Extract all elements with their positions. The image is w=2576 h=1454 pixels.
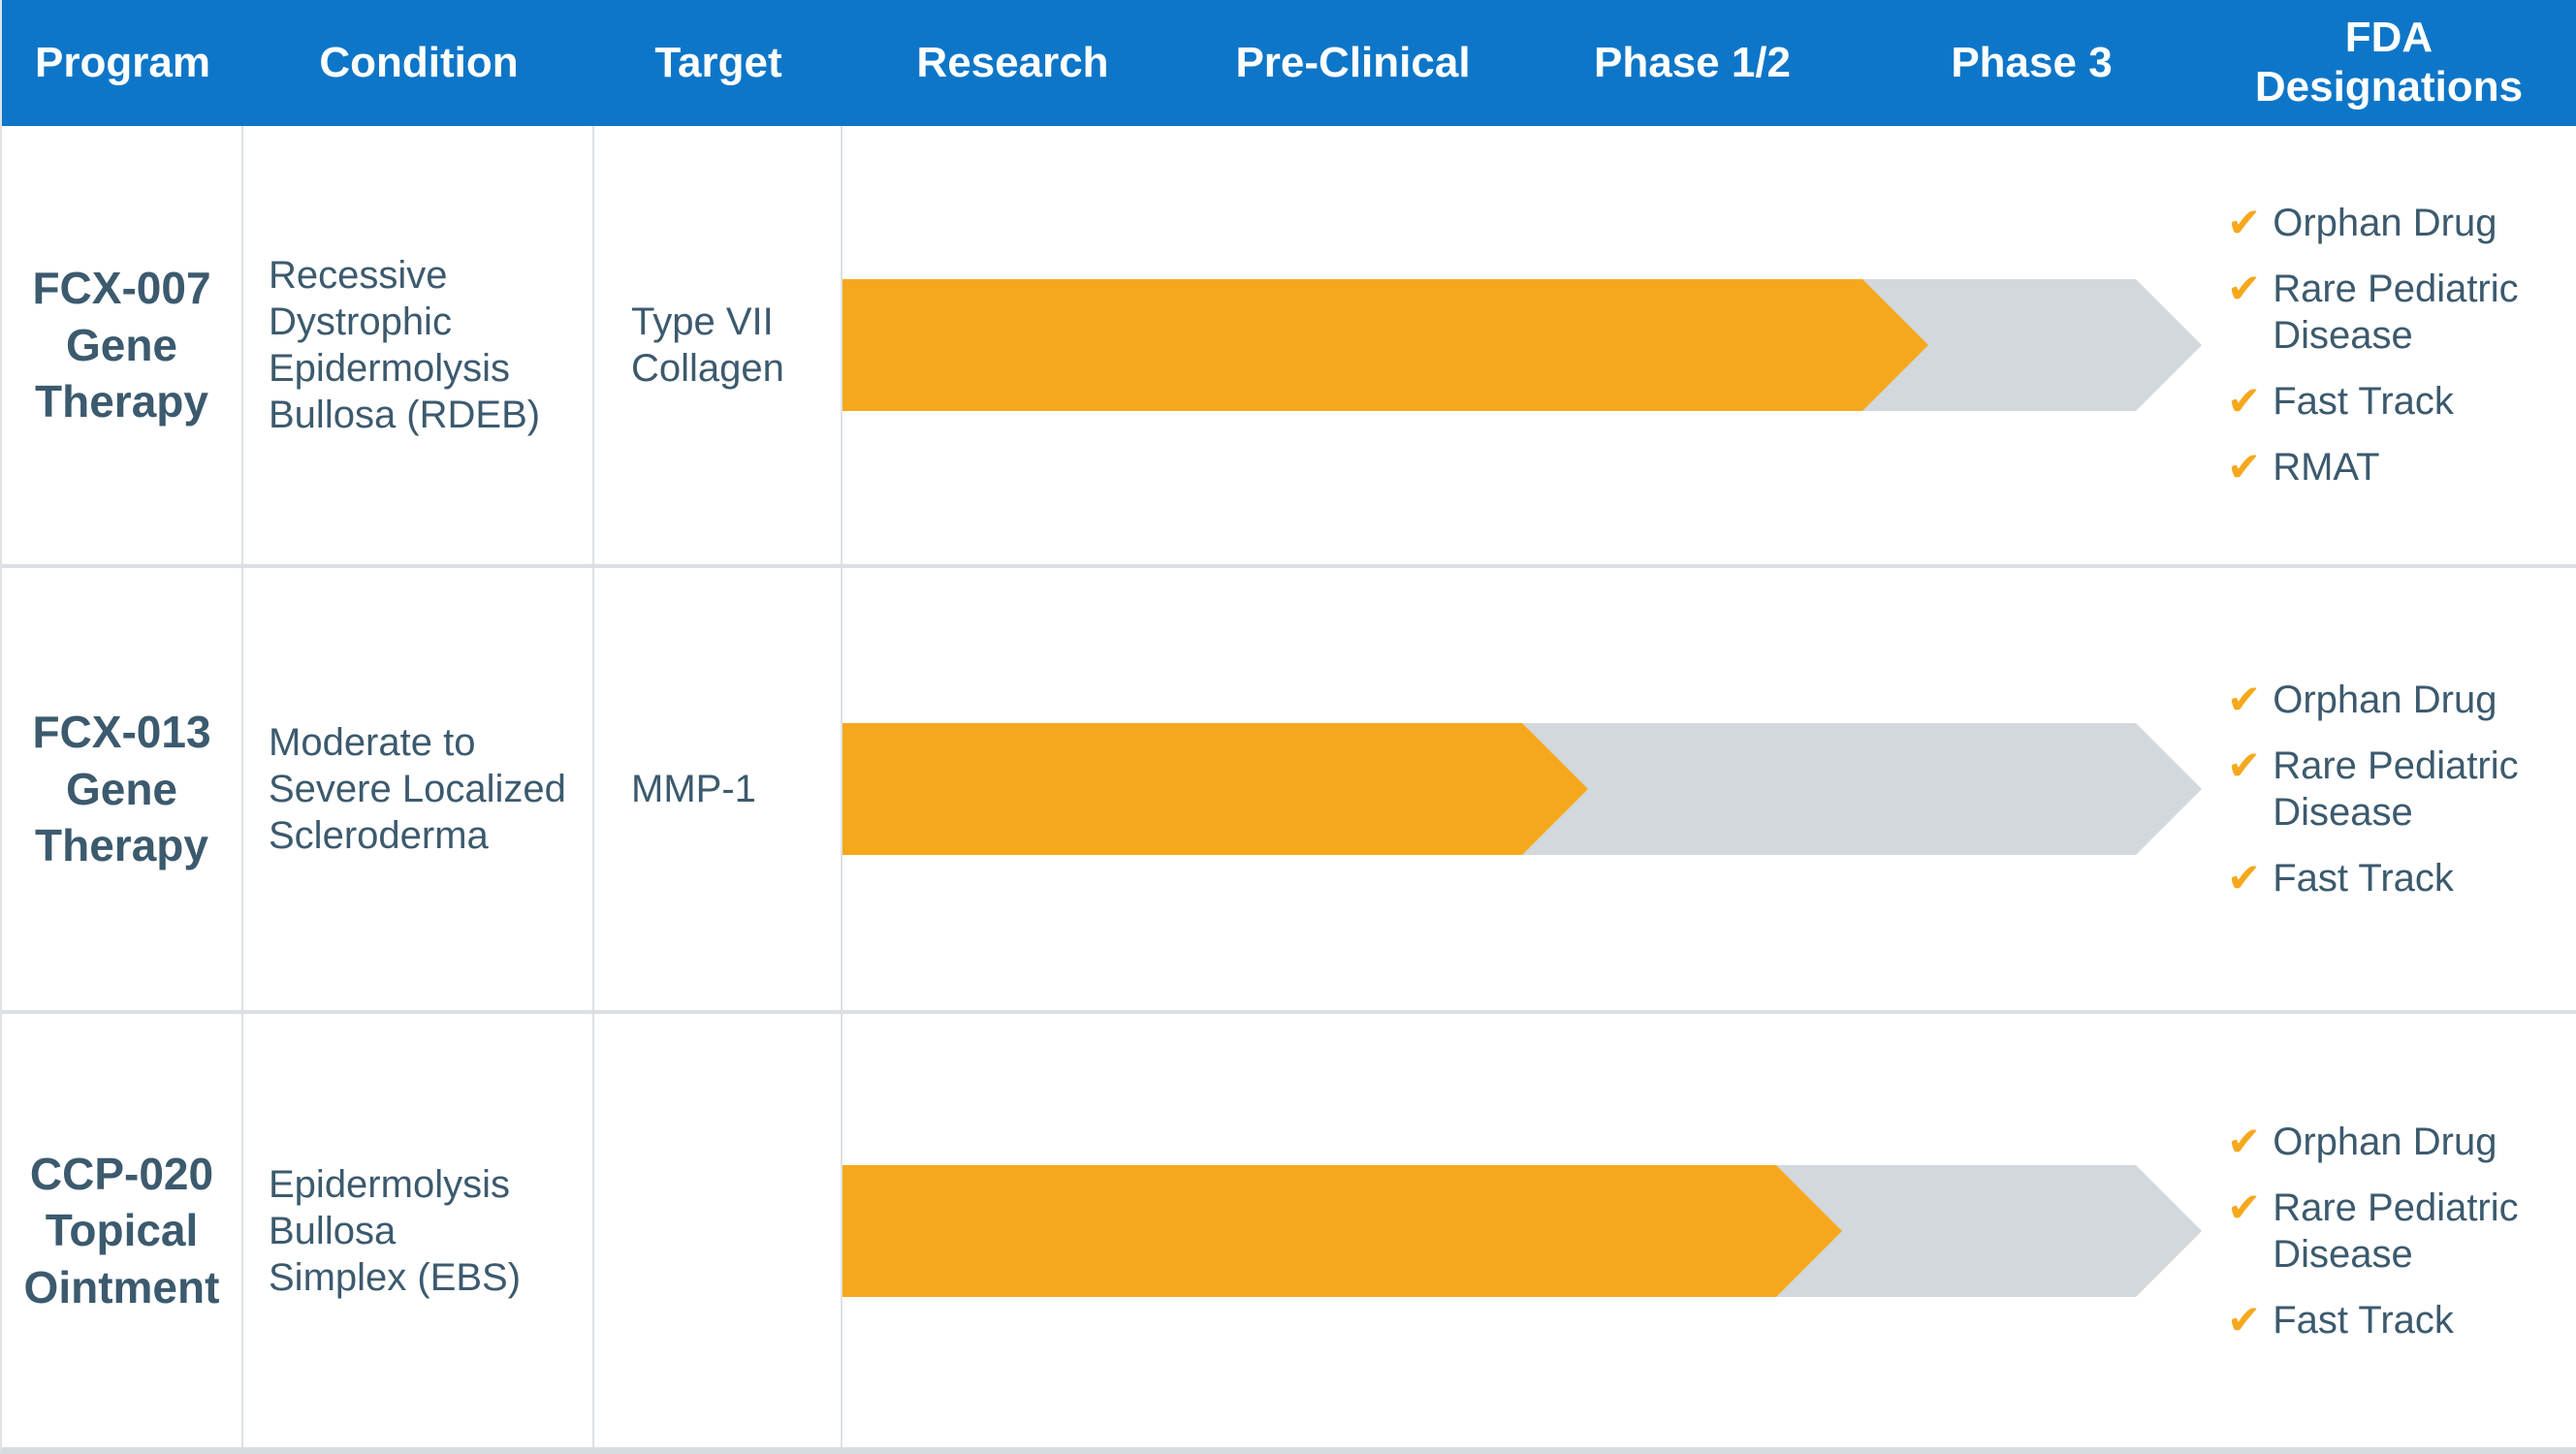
designation-item: ✔ Rare Pediatric Disease <box>2227 743 2566 836</box>
arrow-complete-segment <box>843 279 1928 411</box>
header-cell-program: Program <box>35 38 210 86</box>
condition-cell: Recessive Dystrophic Epidermolysis Bullo… <box>243 126 594 564</box>
stage-track <box>843 568 2202 1010</box>
header-cell-condition: Condition <box>319 38 519 86</box>
stage-track <box>843 126 2202 564</box>
target-cell <box>594 1014 843 1447</box>
designation-item: ✔ Rare Pediatric Disease <box>2227 266 2566 359</box>
target-cell: MMP-1 <box>594 568 843 1010</box>
header-cell-preclinical: Pre-Clinical <box>1235 38 1471 86</box>
table-row: CCP-020 Topical Ointment Epidermolysis B… <box>2 1014 2576 1447</box>
check-icon: ✔ <box>2227 1184 2262 1230</box>
header-cell-phase3: Phase 3 <box>1951 38 2113 86</box>
header-cell-fda-designations: FDA Designations <box>2254 14 2524 111</box>
pipeline-arrow <box>843 723 2202 855</box>
designation-item: ✔ RMAT <box>2227 444 2566 490</box>
arrow-remaining-segment <box>1522 723 2202 855</box>
arrow-complete-segment <box>843 723 1588 855</box>
designation-label: Fast Track <box>2273 1298 2454 1342</box>
check-icon: ✔ <box>2227 743 2262 788</box>
fda-designations-list: ✔ Orphan Drug ✔ Rare Pediatric Disease ✔ Fast… <box>2227 1119 2566 1343</box>
pipeline-arrow <box>843 279 2202 411</box>
designation-item: ✔ Fast Track <box>2227 1297 2566 1343</box>
arrow-remaining-segment <box>1862 279 2202 411</box>
designation-label: Rare Pediatric Disease <box>2273 268 2519 357</box>
designation-label: Fast Track <box>2273 857 2454 900</box>
header-cell-target: Target <box>654 38 782 86</box>
fda-designations-cell: ✔ Orphan Drug ✔ Rare Pediatric Disease ✔ Fast… <box>2202 126 2576 564</box>
fda-designations-cell: ✔ Orphan Drug ✔ Rare Pediatric Disease ✔ Fast… <box>2202 568 2576 1010</box>
program-cell: FCX-013 Gene Therapy <box>2 568 243 1010</box>
designation-label: Orphan Drug <box>2273 202 2497 244</box>
designation-label: Orphan Drug <box>2273 679 2497 721</box>
check-icon: ✔ <box>2227 266 2262 311</box>
arrow-remaining-segment <box>1776 1164 2202 1297</box>
table-body: FCX-007 Gene Therapy Recessive Dystrophi… <box>2 126 2576 1447</box>
check-icon: ✔ <box>2227 855 2262 901</box>
designation-item: ✔ Rare Pediatric Disease <box>2227 1185 2566 1278</box>
pipeline-arrow <box>843 1164 2202 1297</box>
program-cell: CCP-020 Topical Ointment <box>2 1014 243 1447</box>
designation-item: ✔ Fast Track <box>2227 378 2566 425</box>
check-icon: ✔ <box>2227 1118 2262 1164</box>
designation-item: ✔ Orphan Drug <box>2227 677 2566 723</box>
arrow-complete-segment <box>843 1164 1842 1297</box>
fda-designations-cell: ✔ Orphan Drug ✔ Rare Pediatric Disease ✔ Fast… <box>2202 1014 2576 1447</box>
designation-label: Rare Pediatric Disease <box>2273 744 2519 834</box>
check-icon: ✔ <box>2227 1296 2262 1343</box>
fda-designations-list: ✔ Orphan Drug ✔ Rare Pediatric Disease ✔ Fast… <box>2227 200 2566 490</box>
designation-item: ✔ Orphan Drug <box>2227 200 2566 246</box>
header-cell-phase12: Phase 1/2 <box>1593 38 1792 86</box>
designation-item: ✔ Orphan Drug <box>2227 1119 2566 1165</box>
header-cell-research: Research <box>916 38 1109 86</box>
table-row: FCX-007 Gene Therapy Recessive Dystrophi… <box>2 126 2576 568</box>
table-row: FCX-013 Gene Therapy Moderate to Severe … <box>2 568 2576 1014</box>
check-icon: ✔ <box>2227 378 2262 424</box>
condition-cell: Epidermolysis Bullosa Simplex (EBS) <box>243 1014 594 1447</box>
designation-label: Rare Pediatric Disease <box>2273 1185 2519 1276</box>
program-cell: FCX-007 Gene Therapy <box>2 126 243 564</box>
designation-label: RMAT <box>2273 446 2380 489</box>
stage-track <box>843 1014 2202 1447</box>
condition-cell: Moderate to Severe Localized Scleroderma <box>243 568 594 1010</box>
designation-label: Fast Track <box>2273 380 2454 423</box>
target-cell: Type VII Collagen <box>594 126 843 564</box>
designation-label: Orphan Drug <box>2273 1120 2497 1163</box>
designation-item: ✔ Fast Track <box>2227 855 2566 901</box>
check-icon: ✔ <box>2227 677 2262 722</box>
fda-designations-list: ✔ Orphan Drug ✔ Rare Pediatric Disease ✔ Fast… <box>2227 677 2566 901</box>
check-icon: ✔ <box>2227 200 2262 245</box>
table-header: Program Condition Target Research Pre-Cl… <box>2 0 2576 126</box>
check-icon: ✔ <box>2227 444 2262 490</box>
